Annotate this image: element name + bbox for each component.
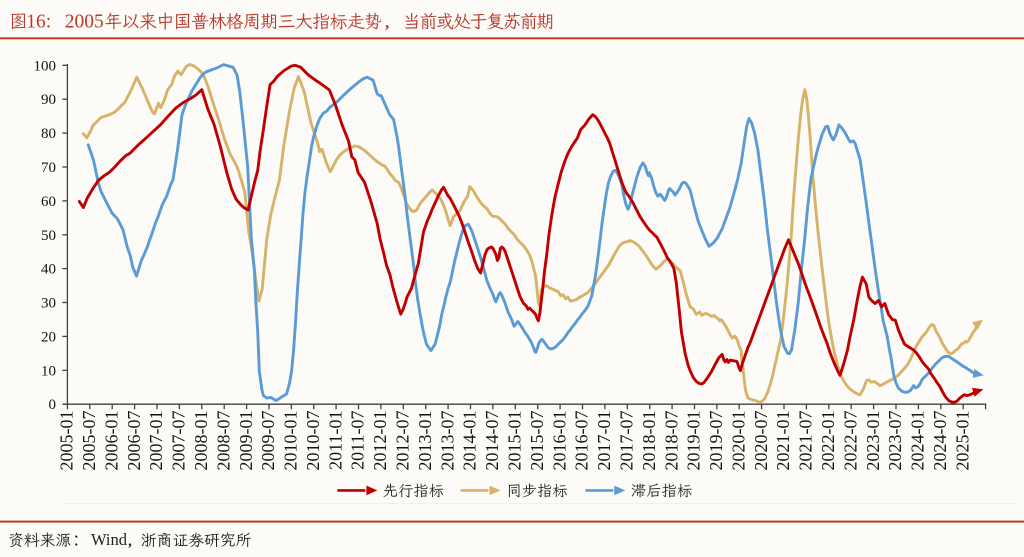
svg-text:2016-01: 2016-01	[549, 411, 569, 471]
svg-text:2017-01: 2017-01	[594, 411, 614, 471]
svg-text:2022-01: 2022-01	[818, 411, 838, 471]
svg-text:2023-07: 2023-07	[885, 411, 905, 471]
svg-text:2021-01: 2021-01	[773, 411, 793, 471]
svg-text:20: 20	[41, 329, 56, 345]
svg-text:2018-01: 2018-01	[639, 411, 659, 471]
svg-text:2015-07: 2015-07	[527, 411, 547, 471]
svg-text:80: 80	[41, 126, 56, 142]
svg-text:16:: 16:	[26, 11, 51, 32]
svg-text:2020-07: 2020-07	[751, 411, 771, 471]
svg-text:2005-07: 2005-07	[79, 411, 99, 471]
svg-text:2018-07: 2018-07	[661, 411, 681, 471]
svg-text:2007-01: 2007-01	[146, 411, 166, 471]
svg-text:2025-01: 2025-01	[952, 411, 972, 471]
svg-text:90: 90	[41, 92, 56, 108]
svg-text:2024-01: 2024-01	[908, 411, 928, 471]
svg-text:2007-07: 2007-07	[169, 411, 189, 471]
svg-text:2014-01: 2014-01	[460, 411, 480, 471]
svg-text:2012-07: 2012-07	[393, 411, 413, 471]
svg-text:2016-07: 2016-07	[572, 411, 592, 471]
svg-text:2005: 2005	[65, 11, 104, 32]
svg-text:2019-01: 2019-01	[684, 411, 704, 471]
svg-text:0: 0	[49, 397, 57, 413]
svg-text:2021-07: 2021-07	[796, 411, 816, 471]
svg-text:2020-01: 2020-01	[729, 411, 749, 471]
svg-text:2009-07: 2009-07	[258, 411, 278, 471]
svg-text:2010-01: 2010-01	[281, 411, 301, 471]
svg-text:40: 40	[41, 262, 56, 278]
svg-text:60: 60	[41, 194, 56, 210]
svg-text:2024-07: 2024-07	[930, 411, 950, 471]
svg-text:2013-01: 2013-01	[415, 411, 435, 471]
svg-text:2012-01: 2012-01	[370, 411, 390, 471]
svg-text:2017-07: 2017-07	[617, 411, 637, 471]
svg-text:Wind: Wind	[91, 530, 128, 549]
svg-text:2006-01: 2006-01	[101, 411, 121, 471]
svg-text:70: 70	[41, 160, 56, 176]
svg-text:2022-07: 2022-07	[840, 411, 860, 471]
svg-text:2011-01: 2011-01	[325, 411, 345, 470]
svg-text:30: 30	[41, 296, 56, 312]
svg-text:2009-01: 2009-01	[236, 411, 256, 471]
svg-text:2008-01: 2008-01	[191, 411, 211, 471]
svg-text:2023-01: 2023-01	[863, 411, 883, 471]
svg-text:2008-07: 2008-07	[213, 411, 233, 471]
svg-text:100: 100	[34, 58, 57, 74]
svg-text:2006-07: 2006-07	[124, 411, 144, 471]
svg-text:2013-07: 2013-07	[437, 411, 457, 471]
svg-text:2005-01: 2005-01	[57, 411, 77, 471]
svg-text:2010-07: 2010-07	[303, 411, 323, 471]
svg-text:2019-07: 2019-07	[706, 411, 726, 471]
svg-text:2014-07: 2014-07	[482, 411, 502, 471]
svg-text:2011-07: 2011-07	[348, 411, 368, 470]
svg-text:50: 50	[41, 228, 56, 244]
svg-text:2015-01: 2015-01	[505, 411, 525, 471]
svg-text:10: 10	[41, 363, 56, 379]
